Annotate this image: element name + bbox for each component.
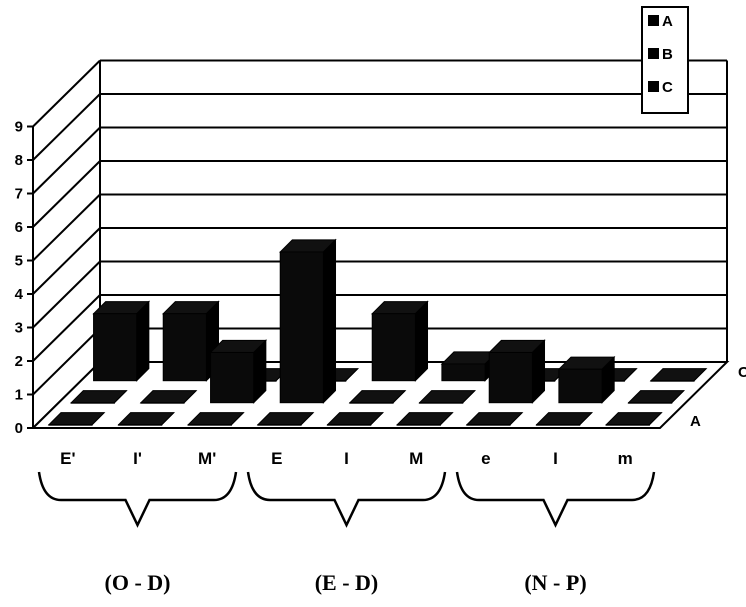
bar-front-face <box>488 351 533 404</box>
bar-front-face <box>466 424 511 426</box>
y-tick-label: 7 <box>15 186 23 203</box>
bar-front-face <box>558 368 603 404</box>
bar-side-face <box>509 412 523 426</box>
y-tick-label: 3 <box>15 320 23 337</box>
group-label: (E - D) <box>315 570 379 595</box>
bar-side-face <box>300 412 314 426</box>
side-wall-gridline <box>32 59 101 128</box>
x-category-label: E <box>271 449 282 468</box>
bar-front-face <box>257 424 302 426</box>
legend-swatch <box>648 15 659 26</box>
bar-front-face <box>162 313 207 382</box>
bar-side-face <box>579 412 593 426</box>
x-category-label: e <box>481 449 490 468</box>
group-label: (O - D) <box>105 570 171 595</box>
group-bracket <box>455 471 656 528</box>
x-category-label: m <box>618 449 633 468</box>
x-category-label: I <box>344 449 349 468</box>
bar-side-face <box>161 412 175 426</box>
bar-front-face <box>48 424 93 426</box>
bar-side-face <box>440 412 453 426</box>
bar-side-face <box>114 390 127 404</box>
x-category-label: E' <box>60 449 75 468</box>
legend: ABC <box>641 6 689 114</box>
bar-front-face <box>70 402 115 404</box>
bar-front-face <box>118 424 163 426</box>
legend-entry: C <box>662 79 673 96</box>
legend-entry: A <box>662 13 673 30</box>
bar-side-face <box>345 368 359 382</box>
side-wall-gridline <box>32 260 101 329</box>
bar-front-face <box>210 351 255 404</box>
y-axis-ticks: 0 1 2 3 4 5 6 7 8 9 <box>15 119 33 437</box>
side-wall-gridline <box>32 160 101 228</box>
group-bracket <box>37 471 238 528</box>
legend-swatch <box>648 48 659 59</box>
legend-entry: B <box>662 46 673 63</box>
y-tick-label: 0 <box>15 420 23 437</box>
bar-front-face <box>187 424 232 426</box>
bar-front-face <box>140 402 185 404</box>
bar-front-face <box>419 402 464 404</box>
y-tick-label: 2 <box>15 353 23 370</box>
bar-side-face <box>91 412 105 426</box>
bar-front-face <box>441 363 486 382</box>
y-tick-label: 4 <box>15 286 24 303</box>
bar-side-face <box>671 390 685 404</box>
bar-front-face <box>605 424 650 426</box>
bar-front-face <box>628 402 673 404</box>
side-wall-gridline <box>32 327 101 396</box>
x-category-label: M' <box>198 449 216 468</box>
bar-side-face <box>392 390 406 404</box>
bar-front-face <box>327 424 372 426</box>
depth-label: C <box>738 364 746 381</box>
side-wall-gridline <box>32 93 101 161</box>
bar-side-face <box>649 412 662 426</box>
depth-label: A <box>690 413 701 430</box>
depth-axis-labels: AC <box>690 364 746 430</box>
bar-side-face <box>231 412 244 426</box>
bar-side-face <box>183 390 197 404</box>
y-tick-label: 6 <box>15 219 23 236</box>
y-tick-label: 1 <box>15 387 23 404</box>
legend-swatch <box>648 81 659 92</box>
bar-side-face <box>370 412 384 426</box>
y-tick-label: 8 <box>15 152 23 169</box>
bar-side-face <box>414 300 429 382</box>
bar-side-face <box>693 368 707 382</box>
side-wall-gridline <box>32 193 101 262</box>
bars <box>47 238 708 426</box>
bar-front-face <box>536 424 581 426</box>
bar-front-face <box>93 313 138 382</box>
bar-front-face <box>396 424 441 426</box>
bar-side-face <box>462 390 476 404</box>
bar-side-face <box>136 300 150 382</box>
bar-front-face <box>279 251 324 404</box>
y-tick-label: 5 <box>15 253 23 270</box>
group-bracket <box>246 471 447 528</box>
side-wall-gridline <box>32 126 101 195</box>
group-brackets: (O - D) (E - D) (N - P) <box>37 471 656 595</box>
x-category-label: I <box>553 449 558 468</box>
bar-front-face <box>349 402 394 404</box>
bar-front-face <box>650 380 695 382</box>
side-wall-gridline <box>32 227 101 295</box>
x-category-label: M <box>409 449 423 468</box>
group-label: (N - P) <box>524 570 586 595</box>
side-wall-gridline <box>32 294 101 362</box>
bar-side-face <box>624 368 637 382</box>
y-tick-label: 9 <box>15 119 23 136</box>
bar-side-face <box>322 238 337 404</box>
bar-front-face <box>371 313 416 382</box>
x-category-label: I' <box>133 449 142 468</box>
